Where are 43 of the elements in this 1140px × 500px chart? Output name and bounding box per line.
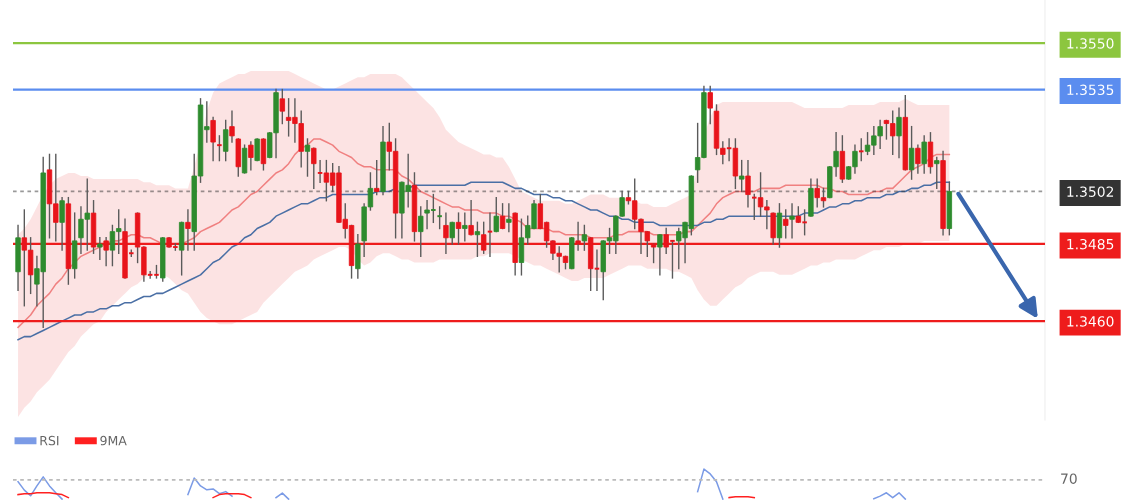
candlestick	[745, 159, 751, 208]
y-tick-label: 1.3550	[1067, 38, 1114, 49]
candlestick	[915, 144, 921, 174]
candlestick	[474, 221, 481, 258]
candlestick	[97, 237, 103, 261]
candlestick	[216, 135, 223, 162]
candlestick	[493, 196, 499, 233]
candlestick	[418, 206, 424, 258]
candlestick	[896, 107, 902, 159]
candlestick	[229, 110, 235, 143]
y-tick-label: 1.3535	[1067, 84, 1114, 96]
candlestick	[934, 156, 940, 190]
candlestick	[248, 141, 254, 171]
candlestick	[304, 138, 311, 177]
candlestick	[374, 159, 380, 196]
candlestick	[707, 85, 713, 125]
candlestick	[468, 200, 474, 236]
candlestick	[254, 138, 260, 162]
candlestick	[210, 116, 216, 162]
y-tick-label: 1.3502	[1067, 186, 1114, 197]
candlestick	[436, 206, 443, 230]
candlestick	[499, 203, 506, 230]
candlestick	[581, 224, 588, 251]
candlestick	[858, 138, 865, 162]
text: 70	[1061, 473, 1077, 484]
candlestick	[789, 203, 795, 239]
y-tick-label: 1.3460	[1067, 316, 1114, 327]
candlestick	[783, 209, 789, 239]
candlestick	[449, 221, 455, 245]
candlestick	[223, 119, 229, 162]
candlestick	[921, 135, 927, 174]
legend-label: 9MA	[100, 435, 127, 446]
candlestick	[59, 196, 65, 251]
candlestick	[506, 203, 512, 233]
candlestick	[739, 159, 745, 193]
line-series	[17, 138, 951, 329]
y-tick-label: 1.3485	[1067, 238, 1114, 250]
candlestick	[908, 125, 915, 180]
candlestick	[462, 212, 468, 242]
candlestick	[279, 88, 286, 125]
candlestick	[657, 234, 663, 276]
candlestick	[311, 147, 317, 190]
legend-label: RSI	[40, 435, 59, 446]
